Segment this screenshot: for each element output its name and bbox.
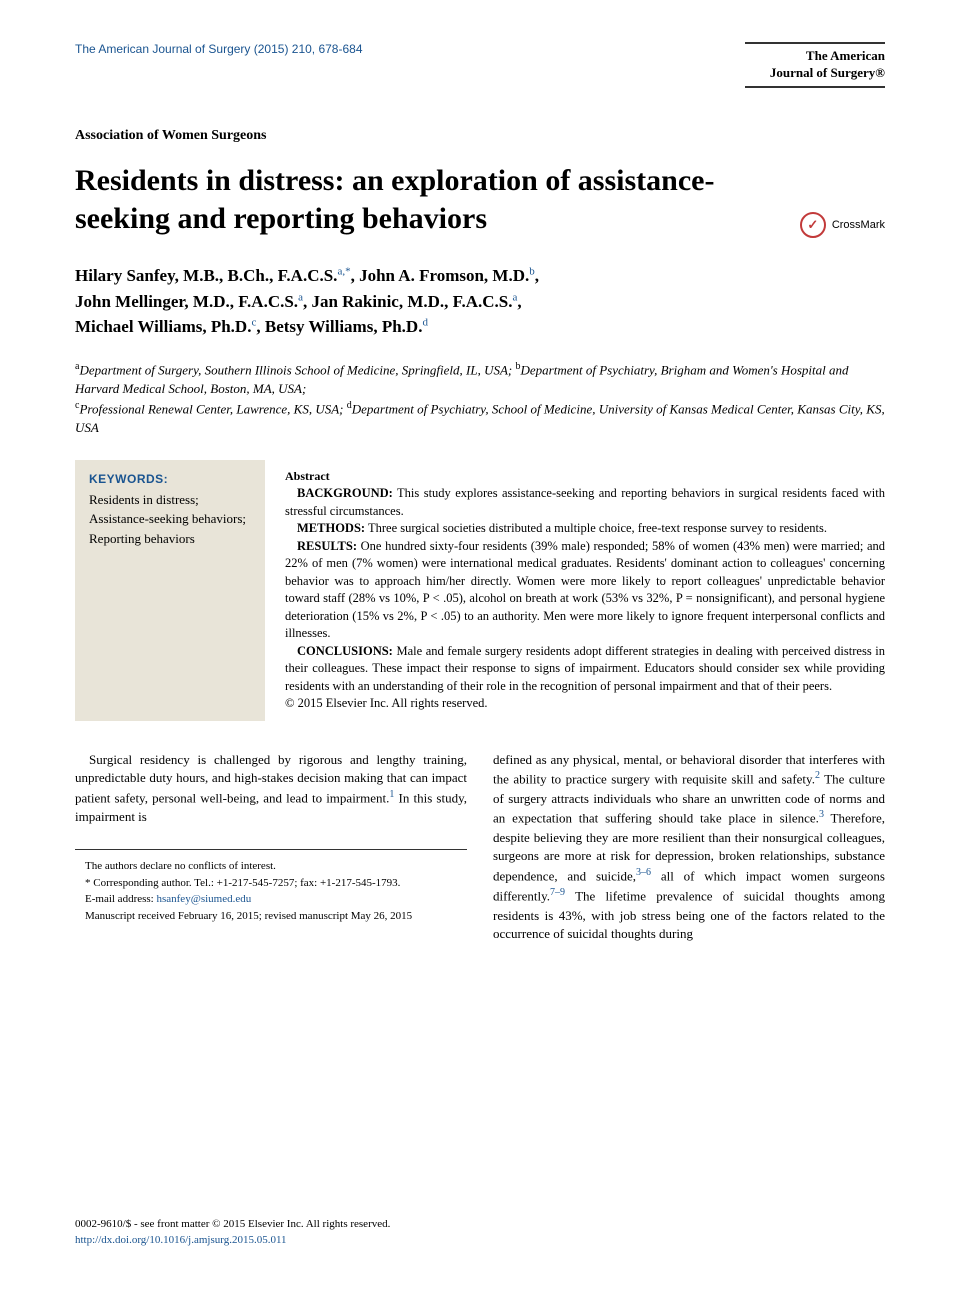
author-list: Hilary Sanfey, M.B., B.Ch., F.A.C.S.a,*,… <box>75 263 885 340</box>
email-link[interactable]: hsanfey@siumed.edu <box>156 893 251 905</box>
crossmark-badge[interactable]: ✓ CrossMark <box>800 212 885 238</box>
section-label: Association of Women Surgeons <box>75 128 885 144</box>
author-1-corr: * <box>345 265 351 277</box>
author-1-affil: a, <box>337 265 345 277</box>
footnotes: The authors declare no conflicts of inte… <box>75 849 467 924</box>
ref-3-6[interactable]: 3–6 <box>636 867 651 878</box>
keywords-box: KEYWORDS: Residents in distress; Assista… <box>75 460 265 721</box>
journal-name-line2: Journal of Surgery® <box>745 65 885 82</box>
affil-a: Department of Surgery, Southern Illinois… <box>79 362 512 377</box>
affiliations: aDepartment of Surgery, Southern Illinoi… <box>75 360 885 438</box>
crossmark-label: CrossMark <box>832 219 885 231</box>
left-column: Surgical residency is challenged by rigo… <box>75 751 467 945</box>
article-title: Residents in distress: an exploration of… <box>75 162 725 237</box>
methods-text: Three surgical societies distributed a m… <box>368 521 827 535</box>
keyword-1: Residents in distress; <box>89 492 199 507</box>
author-6: Betsy Williams, Ph.D. <box>265 317 423 336</box>
conflict-statement: The authors declare no conflicts of inte… <box>75 858 467 875</box>
abstract-body: Abstract BACKGROUND: This study explores… <box>265 460 885 721</box>
results-text: One hundred sixty-four residents (39% ma… <box>285 539 885 641</box>
affil-c: Professional Renewal Center, Lawrence, K… <box>79 401 343 416</box>
abstract-container: KEYWORDS: Residents in distress; Assista… <box>75 460 885 721</box>
author-2-affil: b <box>529 265 535 277</box>
abstract-heading: Abstract <box>285 469 330 483</box>
author-3-affil: a <box>298 291 303 303</box>
keyword-2: Assistance-seeking behaviors; <box>89 511 246 526</box>
page-footer: 0002-9610/$ - see front matter © 2015 El… <box>75 1217 390 1248</box>
author-6-affil: d <box>422 316 428 328</box>
author-1: Hilary Sanfey, M.B., B.Ch., F.A.C.S. <box>75 266 337 285</box>
ref-7-9[interactable]: 7–9 <box>550 887 565 898</box>
manuscript-dates: Manuscript received February 16, 2015; r… <box>75 908 467 925</box>
background-label: BACKGROUND: <box>297 486 393 500</box>
crossmark-icon: ✓ <box>800 212 826 238</box>
body-text: Surgical residency is challenged by rigo… <box>75 751 885 945</box>
results-label: RESULTS: <box>297 539 357 553</box>
journal-name-line1: The American <box>745 48 885 65</box>
author-5-affil: c <box>251 316 256 328</box>
author-4: Jan Rakinic, M.D., F.A.C.S. <box>311 292 512 311</box>
author-5: Michael Williams, Ph.D. <box>75 317 251 336</box>
corresponding-author: * Corresponding author. Tel.: +1-217-545… <box>75 875 467 892</box>
right-column: defined as any physical, mental, or beha… <box>493 751 885 945</box>
author-4-affil: a <box>513 291 518 303</box>
keywords-list: Residents in distress; Assistance-seekin… <box>89 490 251 549</box>
keyword-3: Reporting behaviors <box>89 531 195 546</box>
doi-link[interactable]: http://dx.doi.org/10.1016/j.amjsurg.2015… <box>75 1233 390 1248</box>
keywords-title: KEYWORDS: <box>89 472 251 486</box>
author-2: John A. Fromson, M.D. <box>359 266 529 285</box>
abstract-copyright: © 2015 Elsevier Inc. All rights reserved… <box>285 695 885 713</box>
footer-copyright: 0002-9610/$ - see front matter © 2015 El… <box>75 1217 390 1232</box>
methods-label: METHODS: <box>297 521 365 535</box>
journal-badge: The American Journal of Surgery® <box>745 42 885 88</box>
conclusions-label: CONCLUSIONS: <box>297 644 393 658</box>
email-label: E-mail address: <box>85 893 154 905</box>
author-3: John Mellinger, M.D., F.A.C.S. <box>75 292 298 311</box>
